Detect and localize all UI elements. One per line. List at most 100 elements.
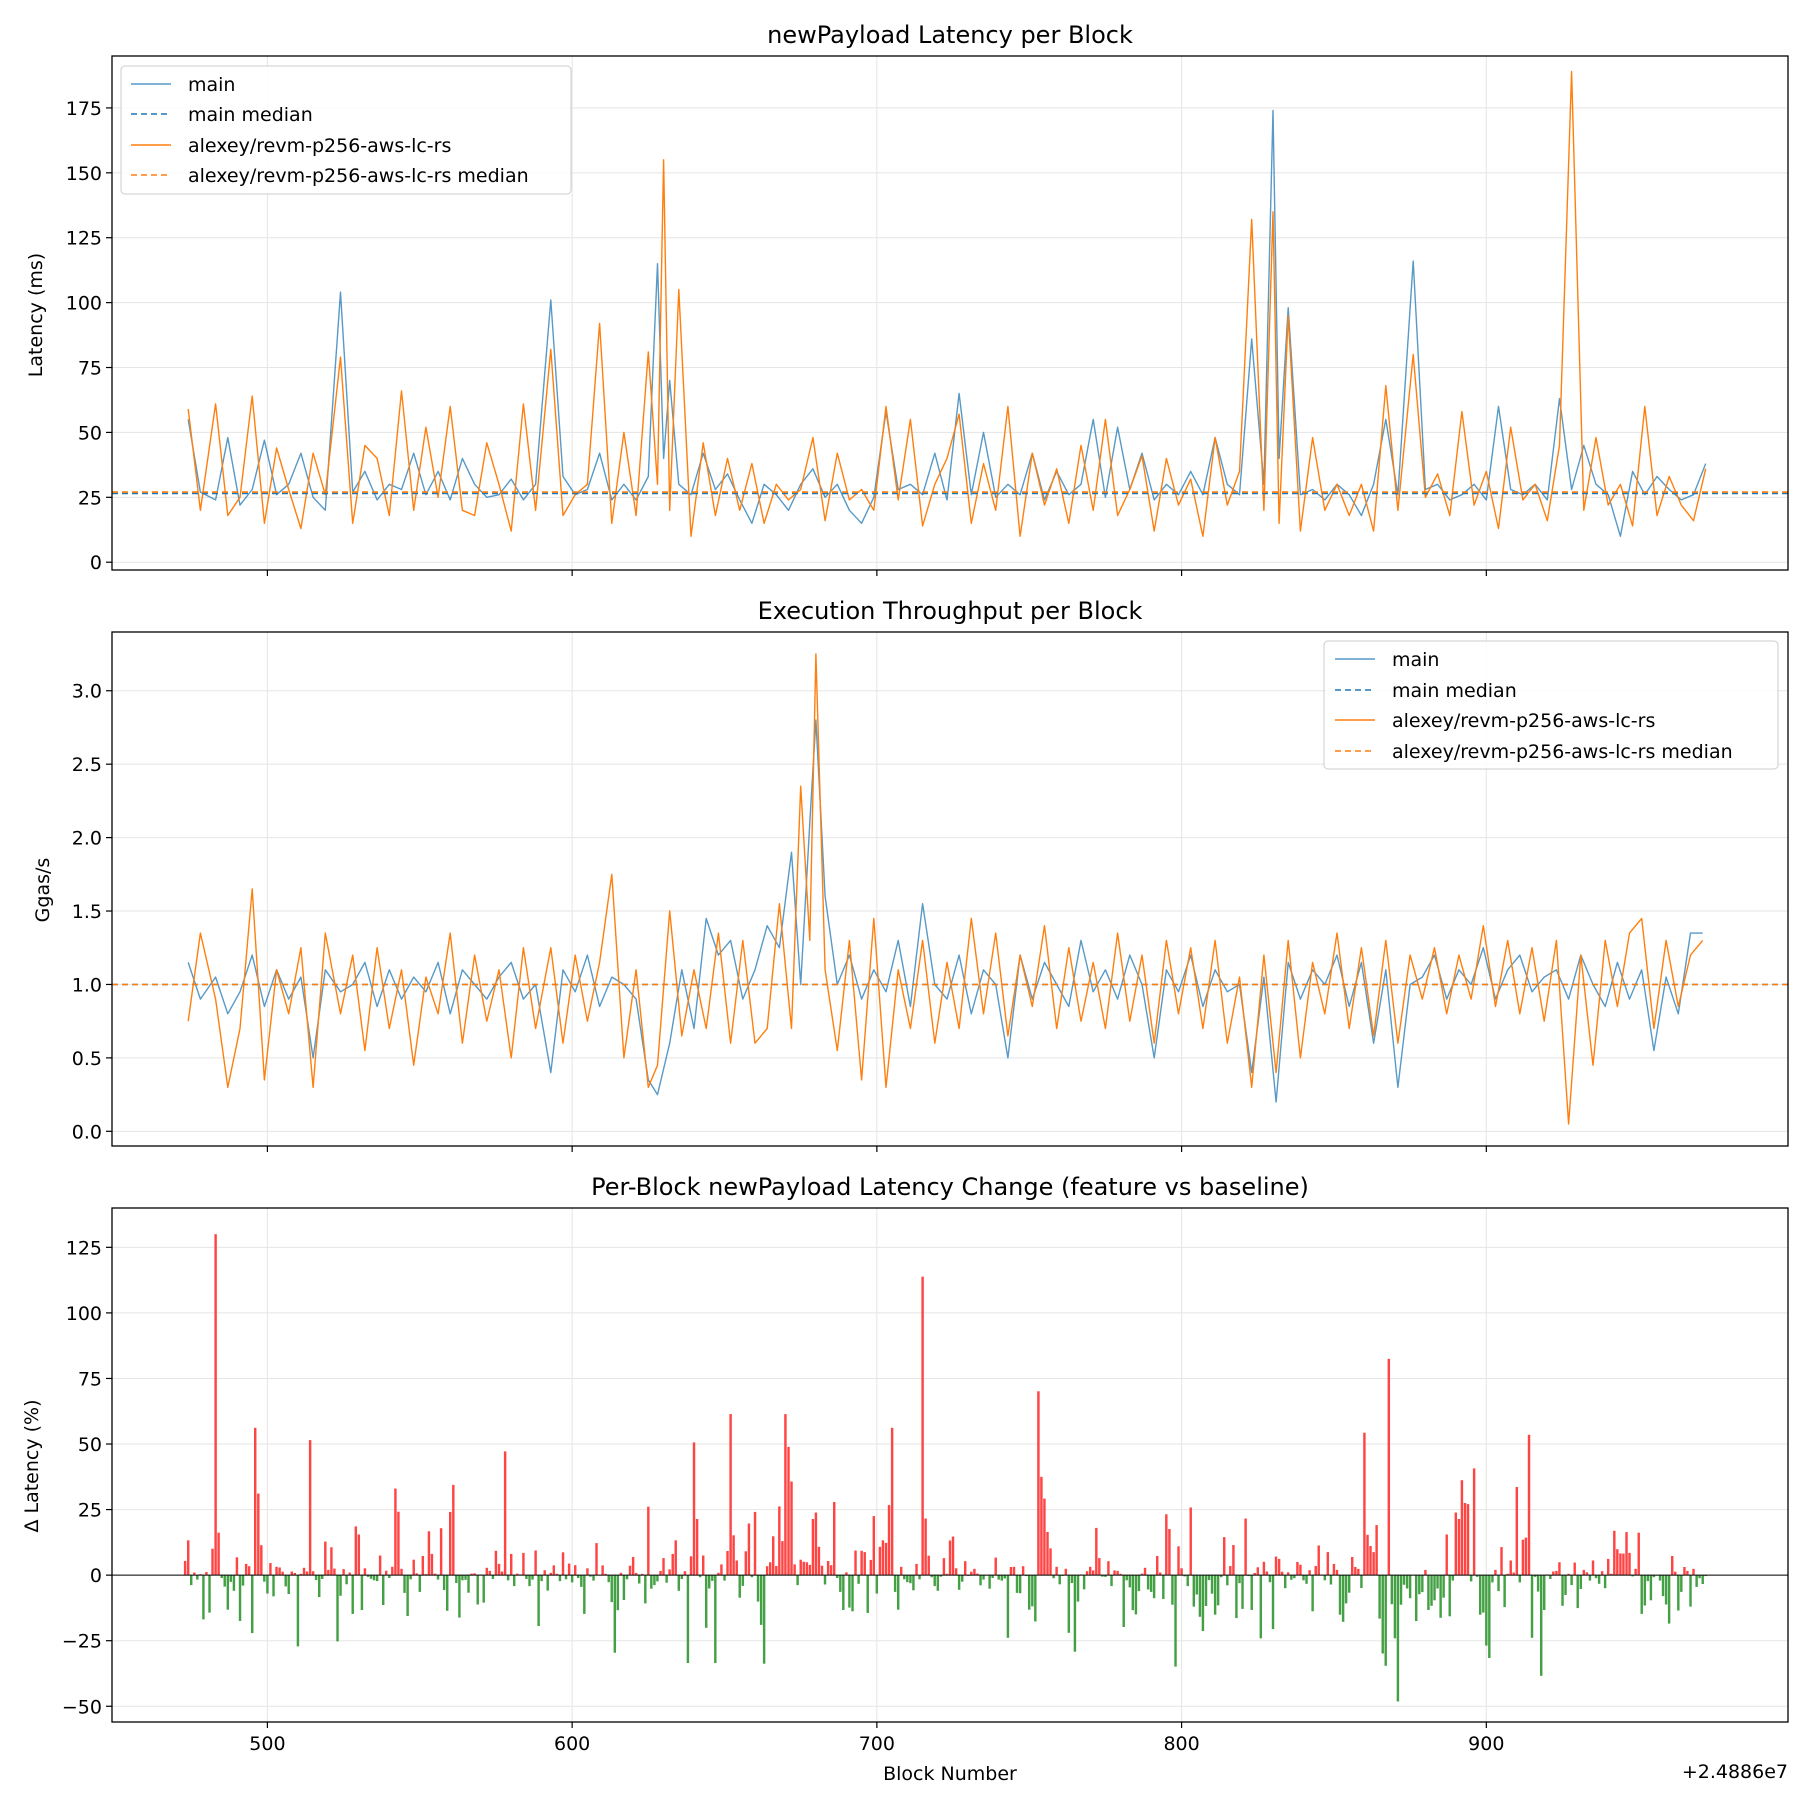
bar (912, 1575, 915, 1591)
bar (269, 1563, 272, 1576)
throughput-chart-legend: main main median alexey/revm-p256-aws-lc… (1323, 640, 1779, 770)
bar (442, 1575, 446, 1590)
bar (388, 1575, 391, 1578)
bar (1201, 1575, 1205, 1631)
bar (318, 1575, 321, 1598)
bar (1064, 1568, 1068, 1576)
bar (1162, 1575, 1165, 1599)
bar (229, 1575, 233, 1582)
bar (893, 1575, 897, 1592)
bar (814, 1512, 818, 1576)
bar (1308, 1570, 1311, 1576)
bar (1290, 1575, 1293, 1580)
bar (415, 1573, 418, 1576)
bar (357, 1534, 361, 1576)
bar (1674, 1571, 1677, 1576)
bar (1140, 1573, 1144, 1576)
bar (211, 1548, 214, 1576)
bar (948, 1540, 952, 1576)
bar (1043, 1498, 1046, 1576)
bar (525, 1575, 528, 1579)
bar (1098, 1558, 1101, 1576)
bar (1223, 1537, 1226, 1576)
bar (1323, 1575, 1327, 1581)
bar (1213, 1575, 1217, 1615)
bar (446, 1575, 449, 1611)
bar (549, 1572, 553, 1576)
bar (1466, 1504, 1470, 1576)
bar (1494, 1569, 1497, 1576)
bar (784, 1414, 787, 1576)
bar (1485, 1575, 1488, 1646)
bar (433, 1573, 437, 1576)
bar (1113, 1570, 1116, 1576)
legend-label-feature-median: alexey/revm-p256-aws-lc-rs median (188, 165, 529, 187)
bar (1360, 1575, 1363, 1588)
legend-label-main: main (188, 74, 235, 96)
bar (391, 1566, 394, 1576)
bar (382, 1575, 385, 1605)
throughput-chart-ticks: 0.0 0.5 1.0 1.5 2.0 2.5 3.0 (72, 681, 1487, 1152)
bar (1168, 1529, 1171, 1576)
bar (1034, 1575, 1037, 1622)
bar (875, 1575, 879, 1594)
bar (1692, 1568, 1695, 1576)
bar (1156, 1556, 1159, 1576)
legend-box (120, 65, 572, 195)
bar (546, 1575, 549, 1591)
bar (1204, 1575, 1208, 1606)
latency-change-chart-ticks: 500 600 700 800 900 −50 −25 0 25 50 75 100 125 (62, 1237, 1505, 1755)
bar (1366, 1534, 1369, 1576)
bar (1338, 1575, 1342, 1615)
bar (1195, 1575, 1199, 1595)
bar (1055, 1566, 1058, 1576)
bar (1235, 1575, 1238, 1619)
bar (427, 1531, 431, 1576)
bar (488, 1570, 492, 1576)
bar (1533, 1575, 1537, 1577)
bar (567, 1563, 571, 1576)
x-tick-label: 700 (859, 1733, 895, 1755)
y-tick-label: −25 (62, 1631, 102, 1653)
bar (616, 1575, 620, 1611)
x-tick-label: 500 (249, 1733, 285, 1755)
bar (324, 1541, 327, 1576)
bar (1524, 1537, 1528, 1576)
bar (311, 1571, 315, 1576)
bar (957, 1575, 961, 1590)
bar (1476, 1575, 1479, 1577)
bar (1646, 1575, 1650, 1582)
bar (247, 1566, 251, 1576)
bar (1049, 1548, 1052, 1576)
bar (558, 1575, 562, 1582)
legend-label-feature: alexey/revm-p256-aws-lc-rs (188, 135, 451, 157)
bar (759, 1575, 763, 1625)
bar (976, 1573, 979, 1576)
y-tick-label: 25 (78, 1500, 102, 1522)
bar (1021, 1566, 1025, 1576)
bar (555, 1573, 559, 1576)
bar (455, 1575, 458, 1583)
bar (1457, 1519, 1461, 1576)
bar (1125, 1575, 1128, 1581)
y-tick-label: 100 (66, 293, 102, 315)
bar (452, 1484, 455, 1576)
bar (726, 1551, 729, 1576)
bar (625, 1575, 629, 1580)
bar (1265, 1571, 1269, 1576)
bar (1555, 1570, 1558, 1576)
bar (351, 1575, 354, 1614)
y-tick-label: 25 (78, 487, 102, 509)
bar (1268, 1575, 1272, 1583)
bar (412, 1559, 415, 1576)
bar (1540, 1575, 1543, 1676)
bar (765, 1566, 769, 1576)
bar (1131, 1575, 1135, 1611)
bar (945, 1573, 949, 1576)
bar (424, 1574, 428, 1576)
bar (1503, 1575, 1506, 1608)
bar (872, 1516, 876, 1576)
bar (1146, 1575, 1150, 1590)
bar (1216, 1575, 1220, 1606)
